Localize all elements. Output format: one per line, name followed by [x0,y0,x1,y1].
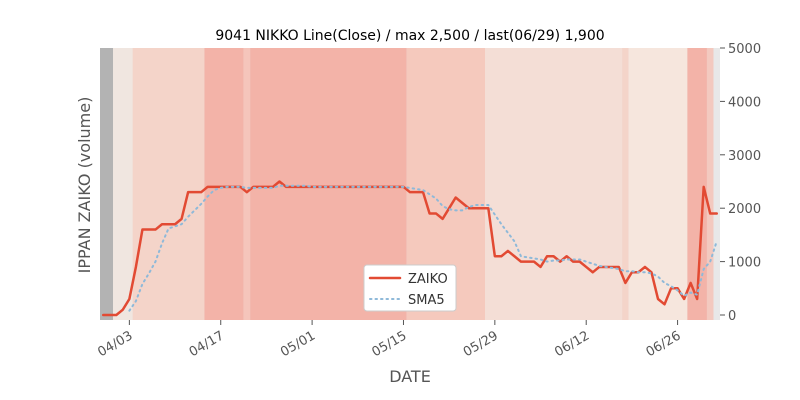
background-band [243,48,251,320]
background-band [628,48,688,320]
y-tick-label: 1000 [728,256,761,271]
background-band [113,48,133,320]
y-tick-label: 4000 [728,95,761,110]
series-line-sma5 [128,184,718,312]
background-bands [100,48,714,320]
background-band [204,48,244,320]
background-band [485,48,623,320]
background-band [100,48,114,320]
series-line-zaiko [102,180,718,317]
x-axis-title: DATE [389,367,431,386]
chart-title: 9041 NIKKO Line(Close) / max 2,500 / las… [215,28,604,44]
legend-label-zaiko: ZAIKO [408,272,448,287]
y-tick-label: 3000 [728,149,761,164]
legend-label-sma5: SMA5 [408,293,445,308]
y-tick-label: 2000 [728,202,761,217]
background-band [687,48,707,320]
legend: ZAIKO SMA5 [363,264,457,312]
y-tick-label: 0 [728,309,736,324]
y-axis: 0 1000 2000 3000 4000 5000 [720,42,761,324]
series-layer [102,180,718,317]
background-band [706,48,714,320]
y-axis-title: IPPAN ZAIKO (volume) [75,97,94,274]
background-band [622,48,629,320]
y-tick-label: 5000 [728,42,761,57]
background-band [132,48,205,320]
